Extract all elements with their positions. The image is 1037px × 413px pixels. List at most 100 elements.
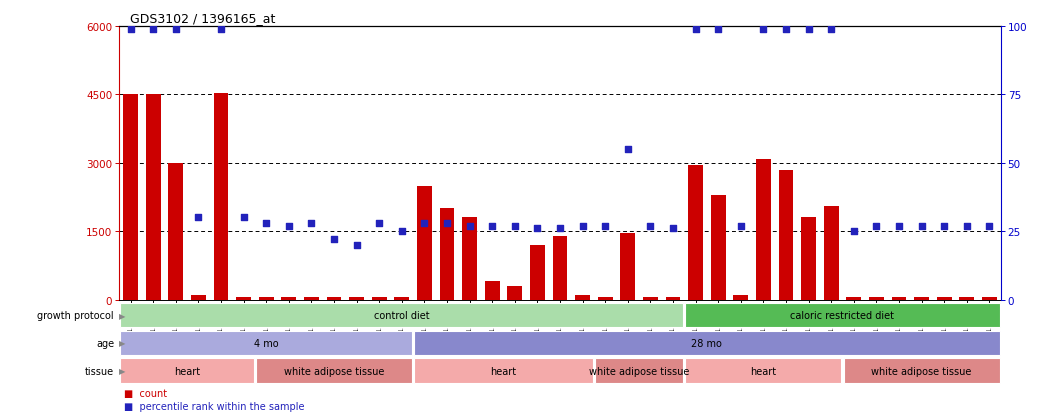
- Bar: [123, 95, 138, 300]
- Point: [371, 220, 388, 227]
- Bar: [394, 297, 410, 300]
- Point: [167, 26, 184, 33]
- Point: [303, 220, 319, 227]
- Bar: [414, 331, 1000, 355]
- Point: [845, 228, 862, 235]
- Point: [484, 223, 501, 230]
- Bar: [982, 297, 997, 300]
- Bar: [440, 209, 454, 300]
- Point: [280, 223, 297, 230]
- Point: [574, 223, 591, 230]
- Point: [416, 220, 432, 227]
- Bar: [417, 186, 431, 300]
- Bar: [892, 297, 906, 300]
- Point: [710, 26, 727, 33]
- Point: [552, 225, 568, 232]
- Bar: [869, 297, 884, 300]
- Text: ■  percentile rank within the sample: ■ percentile rank within the sample: [124, 401, 305, 411]
- Bar: [120, 331, 412, 355]
- Bar: [598, 297, 613, 300]
- Text: ▶: ▶: [119, 366, 125, 375]
- Bar: [846, 297, 861, 300]
- Bar: [507, 286, 522, 300]
- Bar: [959, 297, 974, 300]
- Bar: [685, 303, 1000, 328]
- Bar: [823, 206, 839, 300]
- Point: [868, 223, 885, 230]
- Point: [190, 215, 206, 221]
- Point: [778, 26, 794, 33]
- Point: [688, 26, 704, 33]
- Bar: [844, 358, 1000, 383]
- Point: [529, 225, 545, 232]
- Text: heart: heart: [491, 366, 516, 376]
- Point: [348, 242, 365, 249]
- Text: GDS3102 / 1396165_at: GDS3102 / 1396165_at: [130, 12, 275, 25]
- Bar: [281, 297, 297, 300]
- Bar: [485, 282, 500, 300]
- Point: [755, 26, 772, 33]
- Text: control diet: control diet: [374, 310, 429, 320]
- Bar: [120, 303, 683, 328]
- Point: [914, 223, 930, 230]
- Point: [958, 223, 975, 230]
- Bar: [349, 297, 364, 300]
- Point: [393, 228, 410, 235]
- Text: ■  count: ■ count: [124, 388, 168, 398]
- Text: growth protocol: growth protocol: [37, 310, 114, 320]
- Point: [258, 220, 275, 227]
- Bar: [756, 160, 770, 300]
- Bar: [666, 297, 680, 300]
- Point: [597, 223, 614, 230]
- Bar: [120, 358, 254, 383]
- Bar: [256, 358, 412, 383]
- Point: [665, 225, 681, 232]
- Bar: [553, 236, 567, 300]
- Text: white adipose tissue: white adipose tissue: [284, 366, 384, 376]
- Bar: [643, 297, 657, 300]
- Point: [891, 223, 907, 230]
- Point: [506, 223, 523, 230]
- Bar: [689, 166, 703, 300]
- Bar: [936, 297, 952, 300]
- Bar: [236, 297, 251, 300]
- Bar: [710, 195, 726, 300]
- Text: 28 mo: 28 mo: [692, 338, 723, 348]
- Point: [732, 223, 749, 230]
- Bar: [372, 297, 387, 300]
- Bar: [620, 234, 635, 300]
- Point: [981, 223, 998, 230]
- Bar: [146, 95, 161, 300]
- Point: [619, 146, 636, 153]
- Bar: [685, 358, 841, 383]
- Bar: [802, 218, 816, 300]
- Point: [122, 26, 139, 33]
- Point: [461, 223, 478, 230]
- Text: white adipose tissue: white adipose tissue: [589, 366, 690, 376]
- Point: [235, 215, 252, 221]
- Bar: [595, 358, 683, 383]
- Text: heart: heart: [174, 366, 200, 376]
- Point: [326, 237, 342, 243]
- Point: [213, 26, 229, 33]
- Bar: [530, 245, 544, 300]
- Bar: [733, 295, 748, 300]
- Bar: [191, 295, 205, 300]
- Point: [801, 26, 817, 33]
- Bar: [915, 297, 929, 300]
- Point: [823, 26, 840, 33]
- Text: tissue: tissue: [85, 366, 114, 376]
- Bar: [463, 218, 477, 300]
- Bar: [304, 297, 318, 300]
- Bar: [779, 170, 793, 300]
- Text: 4 mo: 4 mo: [254, 338, 279, 348]
- Point: [642, 223, 658, 230]
- Text: ▶: ▶: [119, 311, 125, 320]
- Bar: [259, 297, 274, 300]
- Point: [145, 26, 162, 33]
- Point: [936, 223, 953, 230]
- Bar: [168, 163, 184, 300]
- Bar: [414, 358, 593, 383]
- Bar: [327, 297, 341, 300]
- Bar: [214, 94, 228, 300]
